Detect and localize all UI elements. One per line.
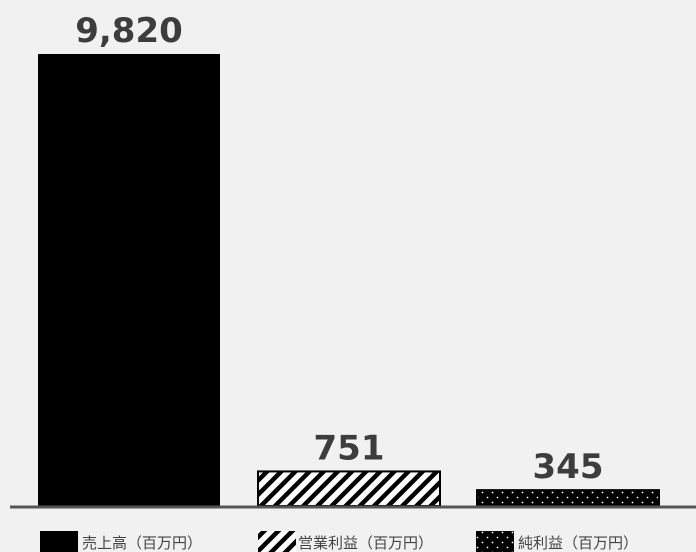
legend-swatch-1 [40,531,78,552]
legend: 売上高（百万円） 営業利益（百万円） 純利益（百万円） [40,531,638,552]
legend-label-3: 純利益（百万円） [518,534,638,552]
legend-label-2: 営業利益（百万円） [298,534,433,552]
legend-swatch-3 [476,531,514,552]
legend-label-1: 売上高（百万円） [82,534,202,552]
data-label-3: 345 [533,447,604,487]
legend-swatch-2 [258,531,296,552]
bar-1 [38,54,220,506]
bar-2 [257,470,441,507]
bar-3 [476,489,660,507]
data-label-1: 9,820 [75,11,183,51]
data-label-2: 751 [314,428,385,468]
